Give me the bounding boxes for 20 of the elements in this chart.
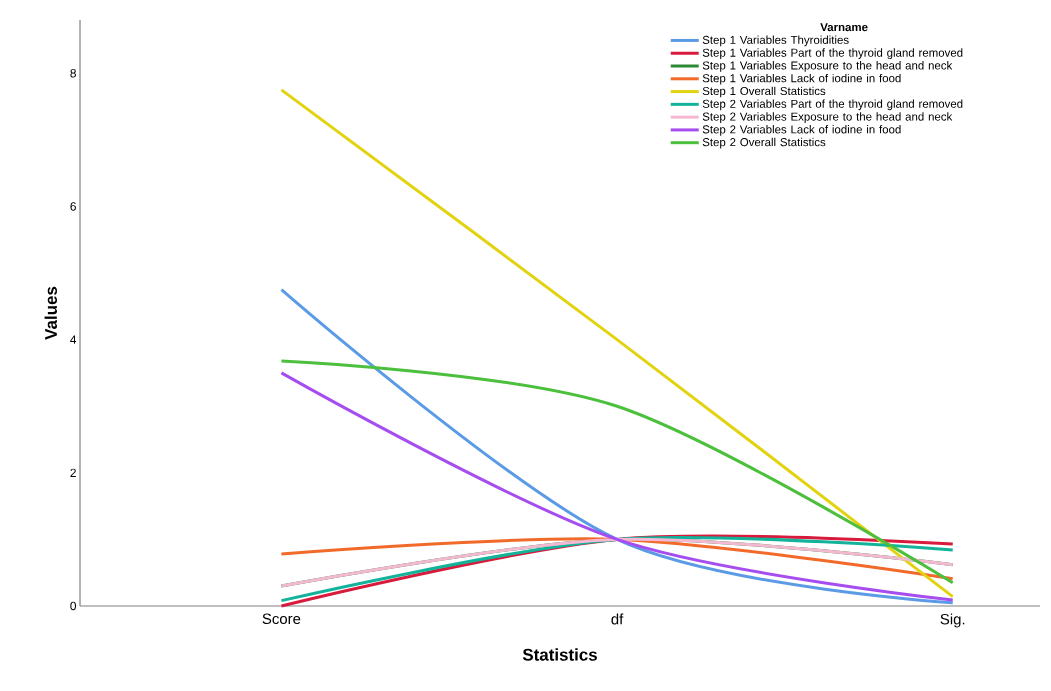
- y-axis-title: Values: [44, 286, 58, 340]
- legend-label: Step 2 Variables Lack of iodine in food: [702, 125, 901, 136]
- legend-label: Step 1 Variables Lack of iodine in food: [702, 73, 901, 85]
- legend-label: Step 1 Overall Statistics: [702, 86, 826, 98]
- legend-label: Step 2 Overall Statistics: [702, 137, 826, 149]
- legend-label: Step 2 Variables Exposure to the head and neck: [702, 112, 953, 123]
- y-tick-label: 6: [70, 202, 76, 211]
- legend-label: Step 1 Variables Exposure to the head and neck: [702, 61, 953, 72]
- y-tick-label: 2: [70, 468, 76, 477]
- y-tick-label: 0: [70, 601, 77, 611]
- legend-title: Varname: [820, 23, 868, 32]
- x-tick-label: Score: [262, 613, 301, 625]
- x-tick-label: df: [611, 613, 624, 625]
- y-tick-label: 8: [70, 69, 76, 78]
- x-axis-title: Statistics: [522, 648, 597, 661]
- y-tick-label: 4: [70, 335, 77, 344]
- legend-label: Step 1 Variables Thyroidities: [702, 35, 849, 47]
- legend-label: Step 1 Variables Part of the thyroid gland removed: [702, 48, 963, 59]
- x-tick-label: Sig.: [940, 613, 965, 628]
- legend-label: Step 2 Variables Part of the thyroid gland removed: [702, 99, 963, 111]
